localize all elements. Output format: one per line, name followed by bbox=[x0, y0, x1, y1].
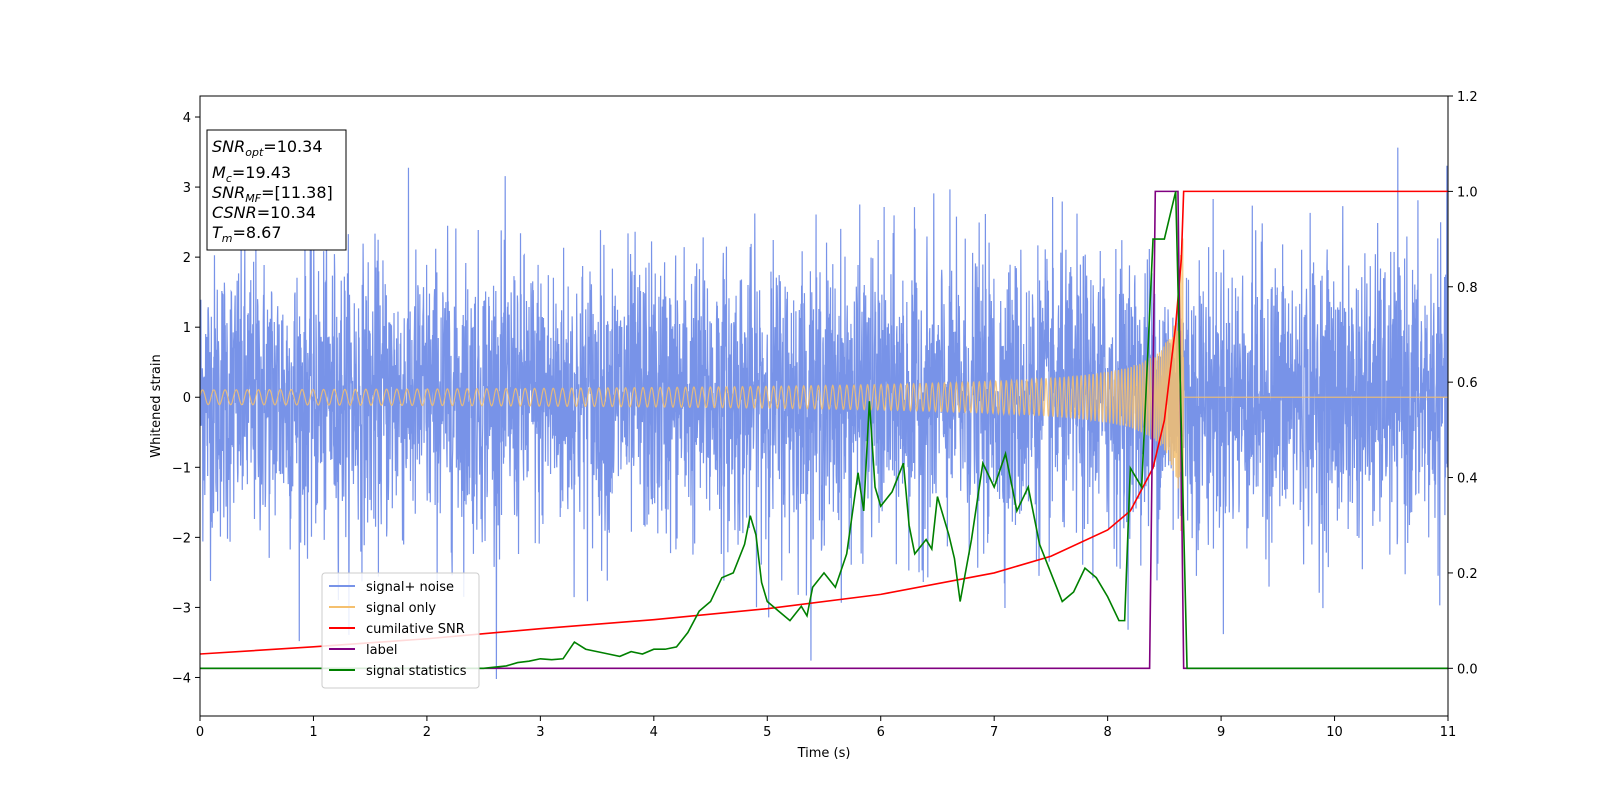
y-right-tick-label: 0.4 bbox=[1457, 472, 1478, 487]
y-axis-right: 1.2 1.0 0.8 0.6 0.4 0.2 0.0 bbox=[1448, 90, 1478, 677]
x-axis: 0 1 2 3 4 5 6 7 8 9 10 11 bbox=[196, 716, 1456, 740]
x-tick-label: 9 bbox=[1217, 725, 1225, 740]
series-signal-statistics-line bbox=[200, 191, 1448, 670]
y-left-tick-label: 4 bbox=[183, 111, 191, 126]
y-left-tick-label: 1 bbox=[183, 321, 191, 336]
series-layer bbox=[200, 147, 1448, 679]
y-left-tick-label: −4 bbox=[172, 671, 191, 686]
legend-frame bbox=[321, 572, 480, 689]
y-axis-left: 4 3 2 1 0 −1 −2 −3 −4 bbox=[172, 111, 200, 686]
legend-label: signal+ noise bbox=[366, 580, 454, 595]
y-right-tick-label: 1.0 bbox=[1457, 185, 1478, 200]
x-axis-title: Time (s) bbox=[797, 746, 851, 761]
x-tick-label: 1 bbox=[309, 725, 317, 740]
info-box: SNRopt=10.34 Mc=19.43SNRMF=[11.38]CSNR=10… bbox=[206, 129, 347, 251]
info-line: Mc=19.43 bbox=[212, 163, 291, 185]
x-tick-label: 6 bbox=[877, 725, 885, 740]
y-right-tick-label: 0.6 bbox=[1457, 376, 1478, 391]
y-left-tick-label: −2 bbox=[172, 531, 191, 546]
y-right-tick-label: 0.2 bbox=[1457, 567, 1478, 582]
y-right-tick-label: 1.2 bbox=[1457, 90, 1478, 105]
x-tick-label: 8 bbox=[1103, 725, 1111, 740]
series-signal-noise-line bbox=[200, 147, 1448, 679]
info-line: CSNR=10.34 bbox=[212, 203, 316, 222]
x-tick-label: 10 bbox=[1326, 725, 1343, 740]
legend: signal+ noise signal only cumilative SNR la… bbox=[321, 572, 480, 689]
y-left-tick-label: 3 bbox=[183, 181, 191, 196]
info-box-frame bbox=[206, 129, 347, 251]
x-tick-label: 7 bbox=[990, 725, 998, 740]
legend-label: label bbox=[366, 643, 397, 658]
x-tick-label: 3 bbox=[536, 725, 544, 740]
info-line: Tm=8.67 bbox=[212, 223, 282, 245]
y-right-tick-label: 0.8 bbox=[1457, 281, 1478, 296]
y-left-tick-label: 0 bbox=[183, 391, 191, 406]
plot-frame bbox=[199, 95, 1449, 717]
x-tick-label: 0 bbox=[196, 725, 204, 740]
x-tick-label: 2 bbox=[423, 725, 431, 740]
y-left-tick-label: −1 bbox=[172, 461, 191, 476]
info-line: SNRMF=[11.38] bbox=[212, 183, 333, 205]
x-tick-label: 5 bbox=[763, 725, 771, 740]
y-left-tick-label: −3 bbox=[172, 601, 191, 616]
x-tick-label: 4 bbox=[650, 725, 658, 740]
info-line: SNRopt=10.34 bbox=[212, 137, 323, 159]
y-axis-title: Whitened strain bbox=[149, 354, 164, 457]
y-right-tick-label: 0.0 bbox=[1457, 662, 1478, 677]
legend-label: cumilative SNR bbox=[366, 622, 465, 637]
legend-label: signal only bbox=[366, 601, 436, 616]
y-left-tick-label: 2 bbox=[183, 251, 191, 266]
x-tick-label: 11 bbox=[1440, 725, 1457, 740]
legend-label: signal statistics bbox=[366, 664, 467, 679]
series-signal-only-line bbox=[200, 238, 1448, 566]
